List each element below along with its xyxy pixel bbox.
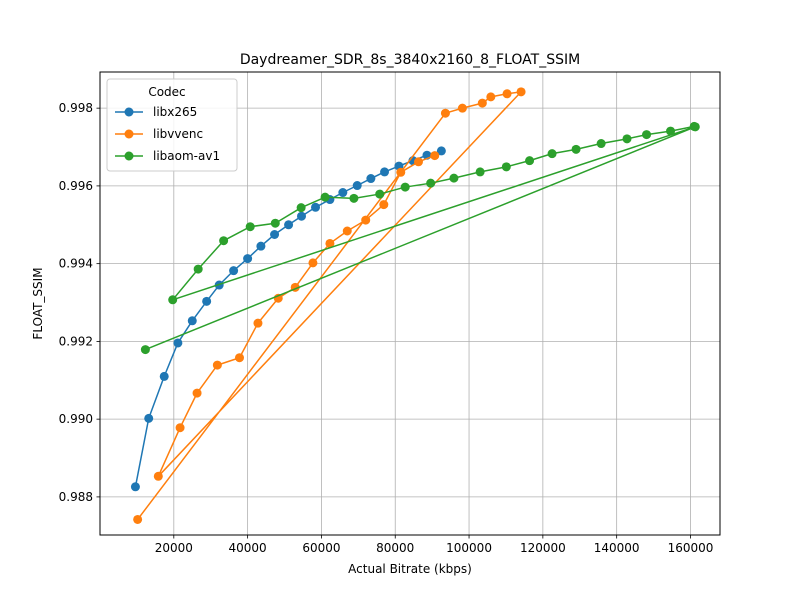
x-tick-label: 100000 [446,541,492,555]
data-point-libaom-av1 [168,295,178,305]
data-point-libvvenc [486,92,496,102]
data-point-libaom-av1 [375,189,385,199]
x-tick-label: 40000 [229,541,267,555]
data-point-libvvenc [457,103,467,113]
data-point-libvvenc [379,200,389,210]
data-point-libaom-av1 [475,167,485,177]
data-point-libvvenc [502,89,512,99]
series-layer [130,87,700,524]
data-point-libx265 [436,146,446,156]
data-point-libx265 [270,229,280,239]
data-point-libx265 [130,482,140,492]
data-point-libaom-av1 [571,144,581,154]
data-point-libvvenc [396,167,406,177]
data-point-libaom-av1 [349,193,359,203]
series-libaom-av1 [140,121,700,355]
data-point-libvvenc [153,471,163,481]
x-tick-label: 120000 [520,541,566,555]
data-point-libvvenc [342,226,352,236]
data-point-libx265 [380,167,390,177]
data-point-libx265 [187,316,197,326]
data-point-libx265 [297,211,306,221]
data-point-libvvenc [308,258,318,268]
data-point-libvvenc [413,157,423,167]
data-point-libaom-av1 [245,222,255,232]
data-point-libaom-av1 [666,126,676,136]
data-point-libx265 [366,174,376,184]
y-tick-label: 0.988 [59,490,93,504]
data-point-libvvenc [175,423,185,433]
series-libvvenc [133,87,526,524]
data-point-libaom-av1 [400,182,410,192]
data-point-libaom-av1 [501,162,511,172]
data-point-libx265 [311,202,321,212]
data-point-libx265 [243,254,253,264]
data-point-libaom-av1 [449,173,459,183]
y-axis-label: FLOAT_SSIM [31,267,45,339]
chart-title: Daydreamer_SDR_8s_3840x2160_8_FLOAT_SSIM [240,52,580,68]
series-libx265 [130,146,446,492]
data-point-libx265 [338,188,348,198]
data-point-libvvenc [235,353,244,363]
data-point-libvvenc [192,388,202,398]
data-point-libaom-av1 [622,134,632,144]
legend-title: Codec [148,85,185,99]
data-point-libx265 [229,266,239,276]
data-point-libvvenc [516,87,526,97]
data-point-libx265 [173,338,183,348]
legend-marker-libaom-av1 [124,151,134,161]
data-point-libvvenc [361,215,371,225]
data-point-libx265 [202,296,212,306]
y-tick-label: 0.994 [59,257,93,271]
data-point-libaom-av1 [296,203,306,213]
data-point-libvvenc [440,108,450,118]
y-tick-label: 0.996 [59,179,93,193]
data-point-libvvenc [133,514,143,524]
data-point-libx265 [159,371,169,381]
legend-marker-libvvenc [124,129,134,139]
y-tick-label: 0.998 [59,101,93,115]
legend-label-libaom-av1: libaom-av1 [153,149,220,163]
data-point-libaom-av1 [219,236,229,246]
data-point-libaom-av1 [642,130,652,140]
plot-frame [99,71,721,536]
data-point-libx265 [144,413,154,423]
data-point-libx265 [284,220,294,230]
legend-marker-libx265 [124,107,134,117]
x-tick-label: 140000 [594,541,640,555]
data-point-libx265 [256,241,266,251]
x-tick-label: 80000 [376,541,414,555]
legend-label-libx265: libx265 [153,105,197,119]
legend: Codec libx265 libvvenc libaom-av1 [106,78,238,172]
data-point-libaom-av1 [140,345,150,355]
data-point-libaom-av1 [270,218,280,228]
y-tick-label: 0.992 [59,334,93,348]
data-point-libvvenc [430,151,440,161]
data-point-libaom-av1 [193,264,203,274]
x-tick-label: 60000 [302,541,340,555]
y-tick-label: 0.990 [59,412,93,426]
data-point-libaom-av1 [426,178,436,188]
legend-label-libvvenc: libvvenc [153,127,203,141]
data-point-libaom-av1 [525,156,535,166]
ticks: 20000 40000 60000 80000 100000 120000 140000 16… [59,101,714,555]
data-point-libvvenc [477,98,487,108]
data-point-libvvenc [212,360,222,370]
data-point-libaom-av1 [320,192,330,202]
x-tick-label: 20000 [155,541,193,555]
data-point-libaom-av1 [596,139,606,149]
data-point-libaom-av1 [547,149,557,159]
legend-box [106,78,238,172]
data-point-libvvenc [253,318,263,328]
data-point-libx265 [352,181,362,191]
x-axis-label: Actual Bitrate (kbps) [348,562,472,576]
data-point-libvvenc [325,238,335,248]
data-point-libaom-av1 [689,121,699,131]
x-tick-label: 160000 [668,541,714,555]
